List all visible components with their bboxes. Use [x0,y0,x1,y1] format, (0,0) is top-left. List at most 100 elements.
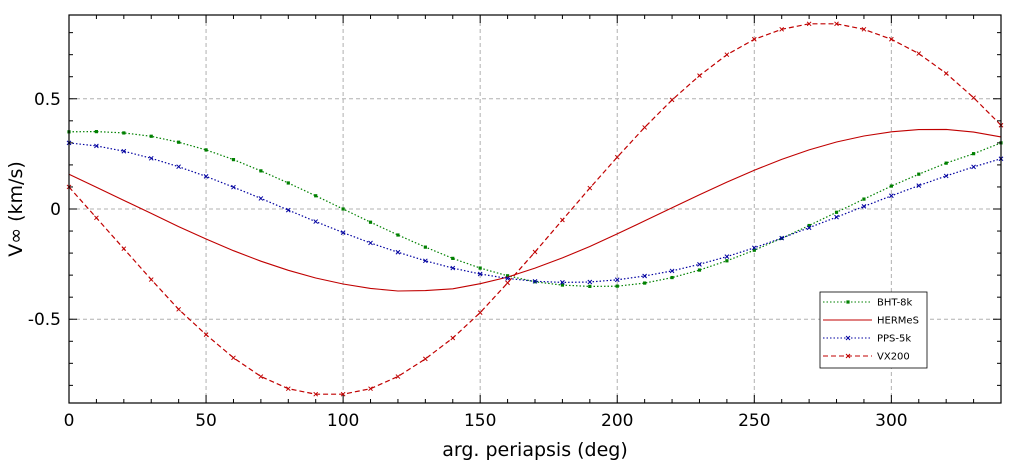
data-point-bht-8k [286,181,290,185]
x-tick-label: 300 [875,411,907,431]
legend-label-pps-5k: PPS-5k [877,334,911,345]
data-point-bht-8k [451,256,455,260]
data-point-pps-5k [697,261,702,267]
data-point-pps-5k [395,249,401,255]
data-point-pps-5k [751,245,757,251]
data-point-vx200 [94,215,99,221]
data-point-bht-8k [944,161,948,165]
data-point-bht-8k [971,152,976,156]
y-axis-label: V∞ (km/s) [5,161,27,257]
data-point-vx200 [505,280,510,286]
data-point-bht-8k [889,184,893,188]
data-point-vx200 [203,332,209,338]
data-point-vx200 [971,95,976,101]
series-line-hermes [68,128,1002,292]
data-point-bht-8k [231,158,236,162]
data-point-bht-8k [834,210,839,214]
y-tick-label: 0.5 [34,90,61,110]
data-point-pps-5k [285,207,291,213]
x-tick-label: 50 [195,411,217,431]
data-point-bht-8k [368,220,373,224]
data-point-pps-5k [806,225,812,231]
data-point-bht-8k [396,233,400,237]
legend-label-vx200: VX200 [877,352,910,363]
legend-marker-vx200 [845,353,851,359]
data-point-pps-5k [313,219,319,224]
data-point-pps-5k [916,183,922,188]
legend-marker-pps-5k [845,335,851,341]
data-point-vx200 [751,36,757,42]
data-point-vx200 [834,21,839,27]
data-point-pps-5k [669,268,675,274]
data-point-pps-5k [861,204,867,209]
data-point-bht-8k [807,223,811,228]
data-point-vx200 [148,277,154,282]
data-point-bht-8k [697,268,702,272]
data-point-vx200 [943,71,949,76]
data-point-vx200 [422,356,428,362]
data-point-pps-5k [943,173,949,179]
data-point-vx200 [395,374,401,379]
data-point-bht-8k [478,266,482,270]
data-point-pps-5k [505,276,510,281]
grid [69,15,1001,403]
data-point-pps-5k [532,278,538,284]
data-point-vx200 [258,374,264,379]
data-point-bht-8k [588,284,592,288]
data-point-bht-8k [505,274,510,278]
data-point-bht-8k [917,172,921,176]
data-point-pps-5k [642,273,648,279]
data-point-pps-5k [94,143,99,149]
data-point-pps-5k [450,265,456,271]
data-point-vx200 [642,125,648,130]
data-point-pps-5k [888,193,894,199]
data-point-vx200 [560,217,565,223]
data-point-vx200 [669,97,675,103]
data-point-vx200 [587,185,593,191]
ticks: 0 50 100 150 200 250 300 -0.5 0 0.5 [28,15,1001,431]
legend-marker-bht-8k [846,300,850,304]
data-point-bht-8k [341,207,345,211]
series-vx200 [66,21,1004,397]
data-point-bht-8k [177,140,181,144]
data-point-bht-8k [204,148,208,152]
data-point-bht-8k [94,130,99,134]
data-point-bht-8k [314,194,318,198]
x-tick-label: 0 [64,411,75,431]
data-point-pps-5k [724,254,730,259]
series-pps-5k [66,140,1004,285]
data-point-pps-5k [340,230,346,235]
data-point-pps-5k [779,235,785,241]
data-point-pps-5k [368,240,373,246]
data-point-pps-5k [422,258,428,264]
data-point-bht-8k [670,275,674,280]
data-point-vx200 [861,26,867,32]
data-point-bht-8k [149,134,153,138]
data-point-pps-5k [203,174,209,179]
data-point-bht-8k [643,281,647,285]
data-point-pps-5k [834,214,839,220]
data-point-bht-8k [423,245,427,249]
data-point-vx200 [614,154,620,160]
y-tick-label: -0.5 [28,310,61,330]
data-point-bht-8k [122,131,126,135]
data-point-bht-8k [862,197,866,201]
data-point-vx200 [532,249,538,255]
data-point-pps-5k [121,148,127,154]
x-tick-label: 150 [464,411,496,431]
data-point-pps-5k [176,164,182,170]
data-point-vx200 [176,306,182,312]
data-point-pps-5k [560,280,565,285]
data-point-bht-8k [560,283,565,287]
data-point-vx200 [779,26,785,32]
data-point-vx200 [231,355,236,361]
legend-box [819,291,928,369]
legend-label-bht-8k: BHT-8k [877,298,913,309]
data-point-pps-5k [148,155,154,161]
data-point-bht-8k [752,248,756,252]
x-tick-label: 200 [601,411,633,431]
series-hermes [68,128,1002,292]
data-point-pps-5k [614,277,620,283]
data-point-bht-8k [259,169,263,173]
